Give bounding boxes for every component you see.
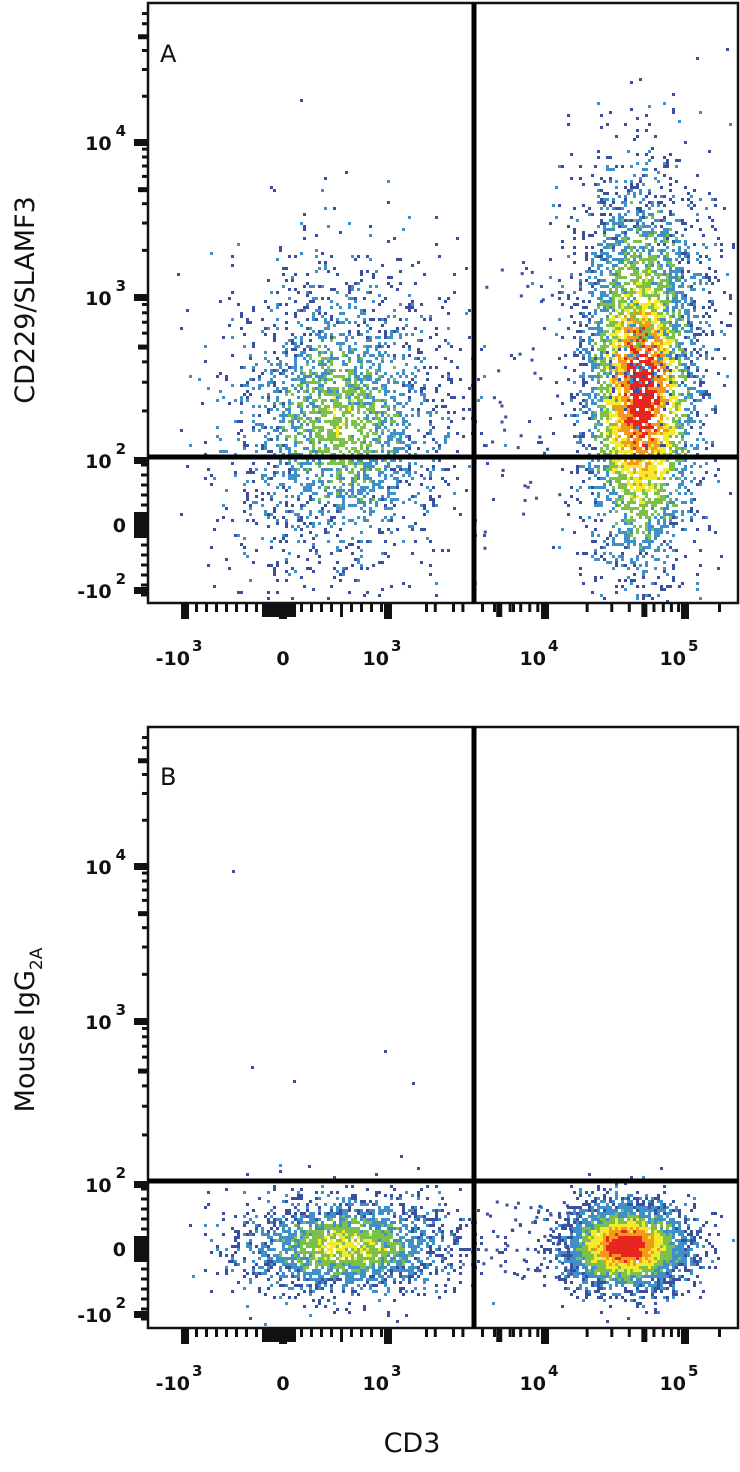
panel-b-x-ticks: -103 0 103 104 105 [156, 1328, 721, 1395]
panel-a-y-ticks: 104 103 102 0 -102 [77, 12, 148, 603]
panel-a-x-ticks: -103 0 103 104 105 [156, 603, 721, 670]
x-tick-label: 0 [276, 1373, 289, 1395]
x-tick-label: 105 [660, 1362, 699, 1395]
y-tick-label: 102 [85, 440, 126, 473]
y-tick-label: 103 [85, 1001, 126, 1034]
y-tick-label: 103 [85, 277, 126, 310]
x-axis-title: CD3 [384, 1428, 441, 1459]
panel-a: 104 103 102 0 -102 -103 0 103 104 105 A CD229/SL… [10, 3, 738, 670]
panel-b-density-dots [189, 870, 735, 1326]
y-tick-label: 0 [113, 515, 126, 537]
x-tick-label: 0 [276, 648, 289, 670]
x-tick-label: 103 [363, 637, 402, 670]
panel-a-density-dots [177, 48, 735, 603]
panel-b-y-ticks: 104 103 102 0 -102 [77, 736, 148, 1327]
x-tick-label: -103 [156, 1362, 203, 1395]
panel-a-letter: A [160, 40, 177, 68]
y-tick-label: 104 [85, 122, 126, 155]
panel-a-y-axis-title: CD229/SLAMF3 [10, 196, 41, 404]
panel-b-letter: B [160, 763, 176, 791]
x-tick-label: 104 [520, 637, 559, 670]
panel-b-y-axis-title-main: Mouse IgG [10, 970, 41, 1112]
x-tick-label: 103 [363, 1362, 402, 1395]
y-tick-label: 0 [113, 1239, 126, 1261]
panel-b-y-axis-title-subscript: 2A [27, 947, 47, 970]
y-tick-label: -102 [77, 570, 126, 603]
panel-b: 104 103 102 0 -102 -103 0 103 104 105 B Mouse Ig… [10, 727, 738, 1395]
y-tick-label: -102 [77, 1294, 126, 1327]
x-tick-label: 104 [520, 1362, 559, 1395]
y-tick-label: 104 [85, 846, 126, 879]
x-tick-label: 105 [660, 637, 699, 670]
x-tick-label: -103 [156, 637, 203, 670]
y-tick-label: 102 [85, 1164, 126, 1197]
panel-b-y-axis-title: Mouse IgG2A [10, 947, 47, 1112]
